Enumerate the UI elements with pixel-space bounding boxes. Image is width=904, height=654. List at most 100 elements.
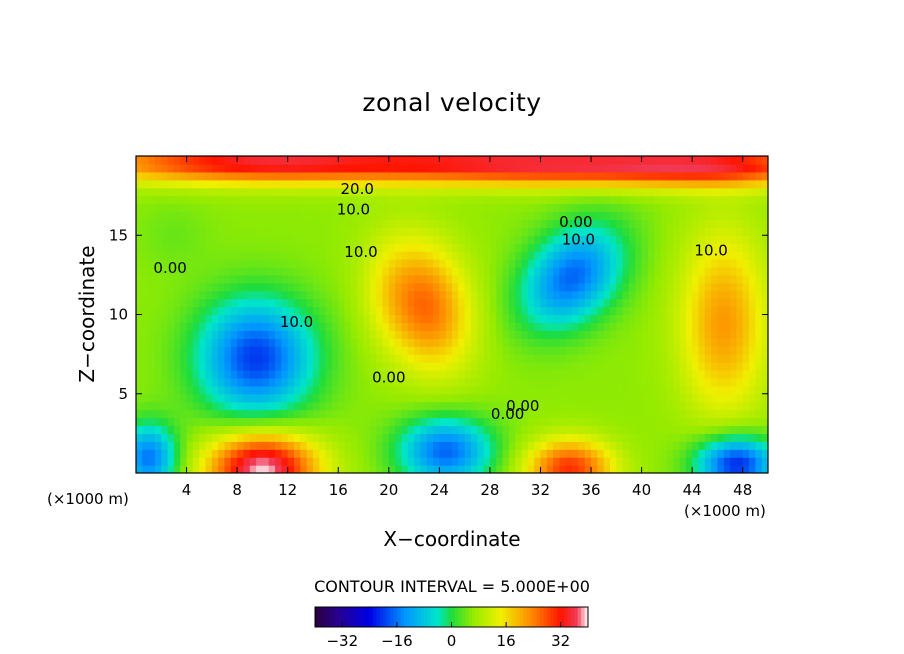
heat-cell [388,449,396,458]
heat-cell [616,203,624,213]
heat-cell [723,449,731,458]
heat-cell [584,298,592,308]
heat-cell [218,417,226,427]
heat-cell [426,401,434,411]
heat-cell [647,227,655,236]
heat-cell [142,298,150,308]
heat-cell [508,393,516,403]
heat-cell [357,377,365,387]
heat-cell [376,322,384,331]
heat-cell [199,298,207,308]
heat-cell [186,235,194,244]
heat-cell [325,457,333,466]
heat-cell [407,243,415,252]
heat-cell [704,282,712,292]
heat-cell [350,187,358,197]
heat-cell [395,290,403,300]
heat-cell [363,274,371,284]
heat-cell [610,417,617,427]
heat-cell [666,362,674,371]
heat-cell [230,290,238,300]
heat-cell [717,385,725,395]
heat-cell [515,338,523,347]
heat-cell [496,417,504,427]
heat-cell [641,298,649,308]
heat-cell [717,338,725,347]
heat-cell [647,251,655,260]
heat-cell [584,163,592,173]
heat-cell [546,385,554,395]
heat-cell [521,314,529,324]
heat-cell [338,211,346,220]
heat-cell [483,298,491,308]
heat-cell [262,259,270,268]
heat-cell [534,354,542,363]
heat-cell [180,179,188,189]
heat-cell [458,385,466,395]
heat-cell [654,449,662,458]
heat-cell [666,171,674,181]
heat-cell [306,354,314,363]
heat-cell [395,298,403,308]
heat-cell [237,163,245,173]
heat-cell [565,227,573,236]
heat-cell [262,179,270,189]
heat-cell [698,385,706,395]
heat-cell [616,163,624,173]
heat-cell [439,346,447,355]
heat-cell [628,203,636,213]
heat-cell [584,465,592,473]
heat-cell [597,338,605,347]
heat-cell [414,362,421,371]
heat-cell [300,227,308,236]
heat-cell [192,187,200,197]
heat-cell [572,235,579,244]
heat-cell [584,425,592,434]
heat-cell [527,393,535,403]
heat-cell [306,330,314,339]
heat-cell [565,274,573,284]
heat-cell [616,409,624,419]
heat-cell [742,203,750,213]
heat-cell [673,417,681,427]
heat-cell [268,385,276,395]
heat-cell [559,195,567,205]
heat-cell [666,156,674,165]
heat-cell [647,377,655,387]
heat-cell [692,338,700,347]
heat-cell [515,274,523,284]
heat-cell [357,330,365,339]
heat-cell [230,465,238,473]
heat-cell [673,338,681,347]
heat-cell [508,417,516,427]
heat-cell [603,211,611,220]
heat-cell [439,171,447,181]
heat-cell [736,195,744,205]
heat-cell [414,187,421,197]
heat-cell [395,393,403,403]
heat-cell [287,322,295,331]
heat-cell [439,330,447,339]
heat-cell [357,322,365,331]
heat-cell [723,251,731,260]
heat-cell [761,457,768,466]
heat-cell [275,425,282,434]
heat-cell [464,377,472,387]
heat-cell [685,179,693,189]
heat-cell [458,259,466,268]
heat-cell [287,346,295,355]
heat-cell [641,385,649,395]
heat-cell [173,203,181,213]
heat-cell [433,235,440,244]
heat-cell [515,266,523,276]
heat-cell [407,362,415,371]
heat-cell [294,203,301,213]
heat-cell [610,449,617,458]
heat-cell [136,369,143,379]
heat-cell [578,163,586,173]
colorbar-segment [441,607,446,627]
heat-cell [603,163,611,173]
heat-cell [376,187,384,197]
heat-cell [610,163,617,173]
heat-cell [300,251,308,260]
